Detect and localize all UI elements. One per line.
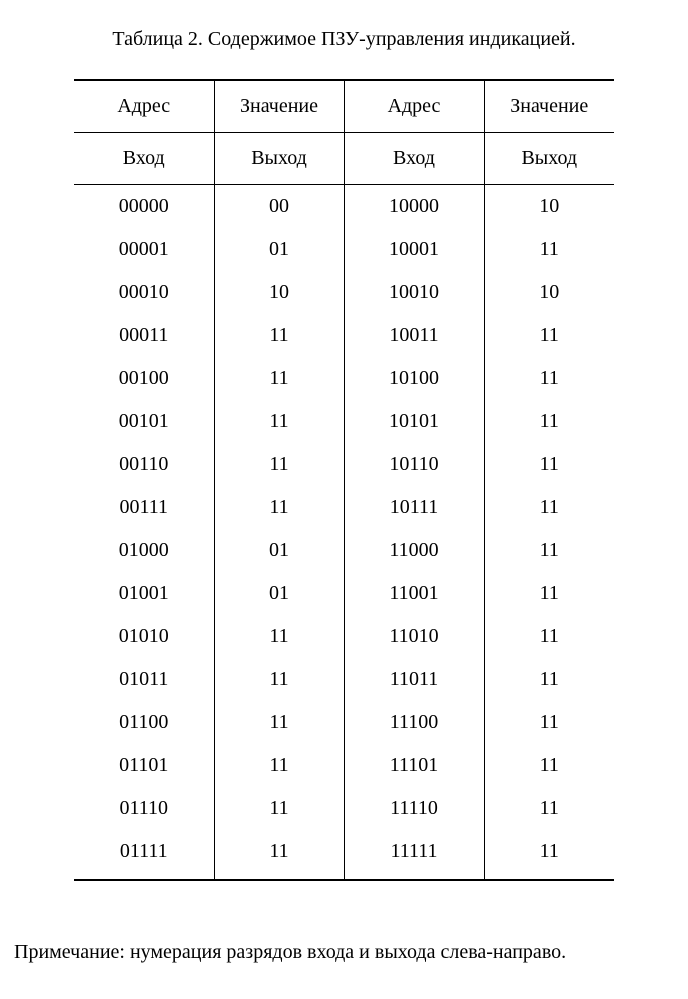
- cell: 01: [214, 572, 344, 615]
- table-row: 00000 00 10000 10: [74, 185, 614, 229]
- cell: 01110: [74, 787, 214, 830]
- cell: 10: [484, 271, 614, 314]
- table-row: 01100 11 11100 11: [74, 701, 614, 744]
- col-header-value-1: Значение: [214, 80, 344, 133]
- table-row: 01110 11 11110 11: [74, 787, 614, 830]
- cell: 11: [484, 443, 614, 486]
- table-row: 00111 11 10111 11: [74, 486, 614, 529]
- col-subheader-output-1: Выход: [214, 133, 344, 185]
- col-subheader-output-2: Выход: [484, 133, 614, 185]
- cell: 11: [214, 314, 344, 357]
- cell: 11: [484, 701, 614, 744]
- cell: 11: [484, 572, 614, 615]
- cell: 11: [484, 615, 614, 658]
- table-row: 01010 11 11010 11: [74, 615, 614, 658]
- cell: 11: [214, 486, 344, 529]
- table-row: 00010 10 10010 10: [74, 271, 614, 314]
- cell: 11001: [344, 572, 484, 615]
- cell: 10: [214, 271, 344, 314]
- cell: 01: [214, 529, 344, 572]
- cell: 10100: [344, 357, 484, 400]
- table-bottom-rule: [74, 879, 614, 881]
- cell: 11: [214, 787, 344, 830]
- cell: 11011: [344, 658, 484, 701]
- cell: 00000: [74, 185, 214, 229]
- col-header-value-2: Значение: [484, 80, 614, 133]
- page: Таблица 2. Содержимое ПЗУ-управления инд…: [0, 0, 688, 999]
- cell: 10001: [344, 228, 484, 271]
- col-subheader-input-1: Вход: [74, 133, 214, 185]
- cell: 11101: [344, 744, 484, 787]
- table-row: 00011 11 10011 11: [74, 314, 614, 357]
- footnote: Примечание: нумерация разрядов входа и в…: [12, 941, 676, 964]
- cell: 00: [214, 185, 344, 229]
- cell: 11: [484, 744, 614, 787]
- cell: 10110: [344, 443, 484, 486]
- cell: 01101: [74, 744, 214, 787]
- cell: 11: [214, 701, 344, 744]
- cell: 00110: [74, 443, 214, 486]
- col-subheader-input-2: Вход: [344, 133, 484, 185]
- table-caption: Таблица 2. Содержимое ПЗУ-управления инд…: [12, 28, 676, 51]
- cell: 01111: [74, 830, 214, 879]
- cell: 01100: [74, 701, 214, 744]
- cell: 11: [484, 357, 614, 400]
- table-header-row-1: Адрес Значение Адрес Значение: [74, 80, 614, 133]
- table-row: 00101 11 10101 11: [74, 400, 614, 443]
- cell: 00010: [74, 271, 214, 314]
- cell: 11: [484, 314, 614, 357]
- cell: 11: [214, 830, 344, 879]
- cell: 00101: [74, 400, 214, 443]
- cell: 11100: [344, 701, 484, 744]
- cell: 11: [484, 830, 614, 879]
- cell: 11: [214, 744, 344, 787]
- cell: 01011: [74, 658, 214, 701]
- cell: 01000: [74, 529, 214, 572]
- cell: 11: [484, 486, 614, 529]
- cell: 11000: [344, 529, 484, 572]
- table-row: 01011 11 11011 11: [74, 658, 614, 701]
- cell: 00111: [74, 486, 214, 529]
- table-row: 01111 11 11111 11: [74, 830, 614, 879]
- cell: 00100: [74, 357, 214, 400]
- table-header-row-2: Вход Выход Вход Выход: [74, 133, 614, 185]
- cell: 10010: [344, 271, 484, 314]
- cell: 11111: [344, 830, 484, 879]
- cell: 00001: [74, 228, 214, 271]
- cell: 01001: [74, 572, 214, 615]
- cell: 11: [214, 357, 344, 400]
- table-row: 00110 11 10110 11: [74, 443, 614, 486]
- cell: 01: [214, 228, 344, 271]
- cell: 11: [214, 658, 344, 701]
- cell: 10101: [344, 400, 484, 443]
- cell: 11010: [344, 615, 484, 658]
- col-header-address-1: Адрес: [74, 80, 214, 133]
- cell: 11: [214, 443, 344, 486]
- table-row: 00100 11 10100 11: [74, 357, 614, 400]
- table-row: 00001 01 10001 11: [74, 228, 614, 271]
- cell: 10: [484, 185, 614, 229]
- cell: 11: [484, 228, 614, 271]
- cell: 11: [484, 529, 614, 572]
- cell: 11: [484, 658, 614, 701]
- cell: 10011: [344, 314, 484, 357]
- col-header-address-2: Адрес: [344, 80, 484, 133]
- table-row: 01000 01 11000 11: [74, 529, 614, 572]
- table-row: 01001 01 11001 11: [74, 572, 614, 615]
- cell: 11: [214, 615, 344, 658]
- cell: 10000: [344, 185, 484, 229]
- cell: 10111: [344, 486, 484, 529]
- cell: 11: [214, 400, 344, 443]
- rom-table: Адрес Значение Адрес Значение Вход Выход…: [74, 79, 614, 879]
- cell: 11: [484, 400, 614, 443]
- cell: 00011: [74, 314, 214, 357]
- table-body: 00000 00 10000 10 00001 01 10001 11 0001…: [74, 185, 614, 880]
- cell: 11110: [344, 787, 484, 830]
- table-row: 01101 11 11101 11: [74, 744, 614, 787]
- cell: 11: [484, 787, 614, 830]
- cell: 01010: [74, 615, 214, 658]
